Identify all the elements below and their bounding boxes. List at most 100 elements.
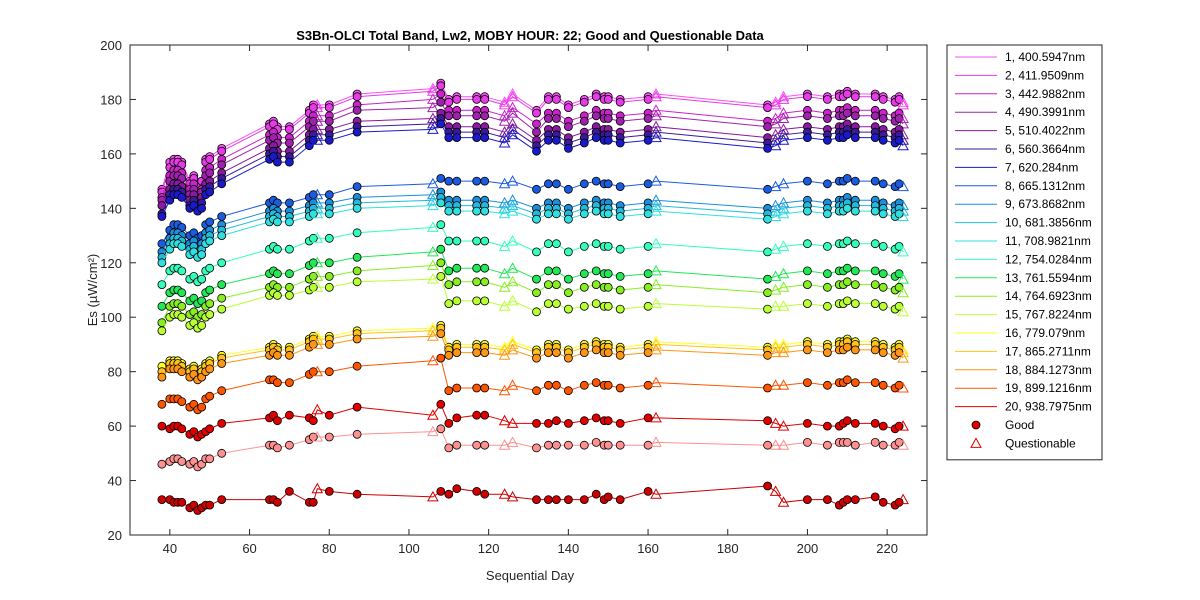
good-point	[850, 176, 860, 186]
good-point	[579, 380, 589, 390]
good-point	[579, 495, 589, 505]
good-point	[878, 348, 888, 358]
good-point	[603, 440, 613, 450]
questionable-point	[427, 199, 439, 211]
legend-entry: 18, 884.1273nm	[955, 363, 1092, 377]
good-point	[763, 103, 772, 112]
good-point	[284, 157, 294, 167]
good-point	[272, 443, 282, 453]
good-point	[803, 280, 812, 290]
good-point	[324, 233, 334, 243]
questionable-point	[777, 281, 790, 292]
good-point	[532, 443, 541, 453]
questionable-point	[777, 346, 790, 358]
good-point	[352, 127, 362, 137]
good-point	[823, 269, 832, 279]
series-18	[157, 329, 909, 385]
good-point	[284, 350, 294, 360]
good-point	[197, 203, 207, 213]
x-tick-label: 200	[797, 541, 819, 556]
good-point	[763, 350, 772, 360]
good-point	[552, 114, 561, 123]
good-point	[823, 241, 832, 251]
good-point	[480, 176, 490, 186]
questionable-point	[897, 493, 909, 505]
good-point	[452, 111, 462, 121]
good-point	[544, 418, 553, 428]
questionable-point	[506, 117, 519, 129]
good-point	[217, 418, 227, 428]
good-point	[205, 364, 215, 374]
good-point	[157, 372, 167, 382]
good-point	[480, 111, 490, 121]
good-point	[436, 486, 446, 496]
legend-label: 13, 761.5594nm	[1005, 271, 1092, 285]
y-tick-label: 100	[100, 310, 122, 325]
good-point	[763, 383, 772, 393]
questionable-point	[769, 134, 782, 145]
good-point	[603, 179, 613, 189]
good-point	[324, 339, 334, 349]
good-point	[197, 274, 207, 284]
good-point	[615, 285, 625, 295]
good-point	[532, 274, 541, 284]
x-tick-label: 140	[557, 541, 579, 556]
good-point	[436, 271, 446, 281]
questionable-point	[769, 417, 782, 428]
good-point	[763, 274, 772, 284]
legend-entry: 14, 764.6923nm	[955, 289, 1092, 303]
good-point	[352, 228, 362, 238]
good-point	[803, 206, 812, 216]
questionable-point	[650, 343, 662, 355]
good-point	[308, 497, 318, 507]
good-point	[444, 133, 454, 143]
good-point	[284, 124, 294, 134]
good-point	[564, 288, 573, 298]
good-point	[284, 486, 294, 496]
questionable-point	[427, 177, 439, 189]
good-point	[284, 282, 294, 292]
good-point	[205, 285, 215, 295]
questionable-point	[427, 273, 439, 284]
good-point	[284, 410, 294, 420]
questionable-point	[650, 297, 662, 309]
good-point	[444, 299, 454, 309]
questionable-point	[498, 300, 511, 311]
good-point	[842, 277, 852, 287]
good-point	[544, 114, 553, 123]
good-point	[615, 244, 625, 254]
questionable-point	[650, 90, 662, 102]
questionable-point	[650, 104, 662, 115]
good-point	[217, 495, 227, 505]
good-point	[177, 312, 187, 322]
good-point	[472, 206, 482, 216]
questionable-point	[650, 175, 662, 186]
good-point	[177, 266, 187, 276]
series-14	[157, 258, 909, 328]
good-point	[452, 176, 462, 186]
good-point	[544, 380, 553, 390]
good-point	[284, 217, 294, 227]
good-point	[472, 236, 482, 246]
good-point	[284, 290, 294, 300]
good-point	[472, 95, 482, 104]
good-point	[472, 263, 482, 273]
good-point	[177, 301, 187, 311]
good-point	[763, 440, 772, 450]
good-point	[157, 459, 167, 469]
good-point	[452, 95, 462, 104]
questionable-point	[777, 196, 790, 208]
y-tick-label: 140	[100, 201, 122, 216]
questionable-point	[777, 90, 790, 102]
good-point	[324, 367, 334, 377]
good-point	[205, 187, 215, 197]
good-point	[803, 378, 812, 388]
good-point	[850, 418, 860, 428]
good-point	[763, 122, 772, 132]
questionable-point	[427, 82, 439, 94]
good-point	[803, 299, 812, 309]
legend-entry: 7, 620.284nm	[955, 160, 1078, 174]
questionable-point	[897, 210, 909, 221]
good-point	[532, 127, 541, 137]
questionable-point	[769, 139, 782, 151]
